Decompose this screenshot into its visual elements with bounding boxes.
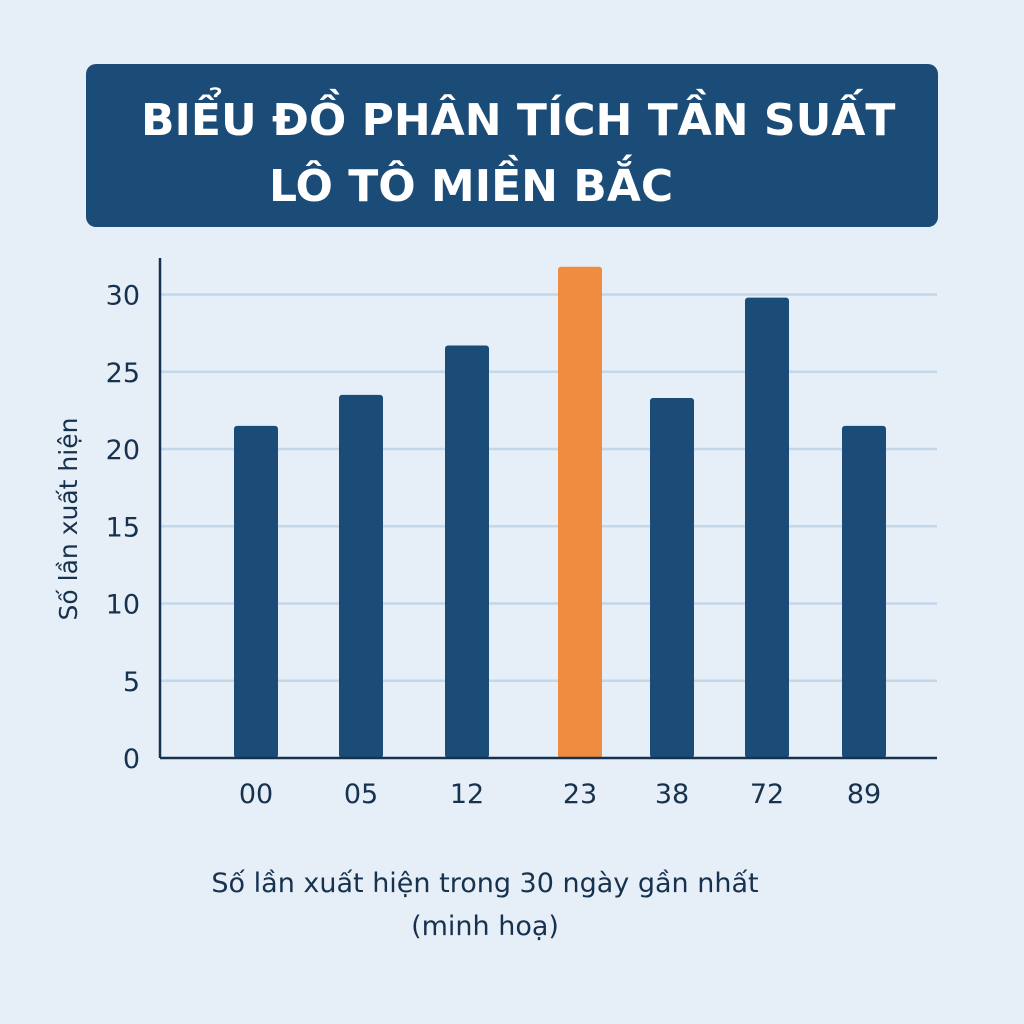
bar-00 [234,425,278,758]
bar-38 [650,398,694,758]
y-tick-label: 0 [123,744,140,775]
bar-05 [339,394,383,758]
y-tick-label: 5 [123,667,140,698]
y-tick-label: 25 [106,358,140,389]
bar-23 [558,266,602,758]
x-tick-label: 89 [847,779,881,810]
chart-title-line-1: BIỂU ĐỒ PHÂN TÍCH TẦN SUẤT [141,95,896,146]
y-axis-ticks: 0 5 10 15 20 25 30 [106,281,140,776]
y-tick-label: 15 [106,512,140,543]
x-tick-label: 05 [344,779,378,810]
x-tick-label: 00 [239,779,273,810]
grid-lines [160,293,937,682]
chart-caption-line-2: (minh hoạ) [411,911,559,942]
y-axis-title: Số lần xuất hiện [54,418,83,621]
x-tick-label: 23 [563,779,597,810]
x-tick-label: 72 [750,779,784,810]
chart-title-line-2: LÔ TÔ MIỀN BẮC [269,161,674,212]
bar-89 [842,425,886,758]
y-tick-label: 10 [106,590,140,621]
y-tick-label: 30 [106,281,140,312]
bar-72 [745,297,789,758]
x-tick-label: 38 [655,779,689,810]
x-axis-ticks: 00 05 12 23 38 72 89 [239,779,881,810]
y-tick-label: 20 [106,435,140,466]
chart-title-banner: BIỂU ĐỒ PHÂN TÍCH TẦN SUẤT LÔ TÔ MIỀN BẮ… [86,64,938,227]
bar-12 [445,345,489,758]
chart-caption-line-1: Số lần xuất hiện trong 30 ngày gần nhất [211,868,759,899]
bars [234,266,886,758]
x-tick-label: 12 [450,779,484,810]
